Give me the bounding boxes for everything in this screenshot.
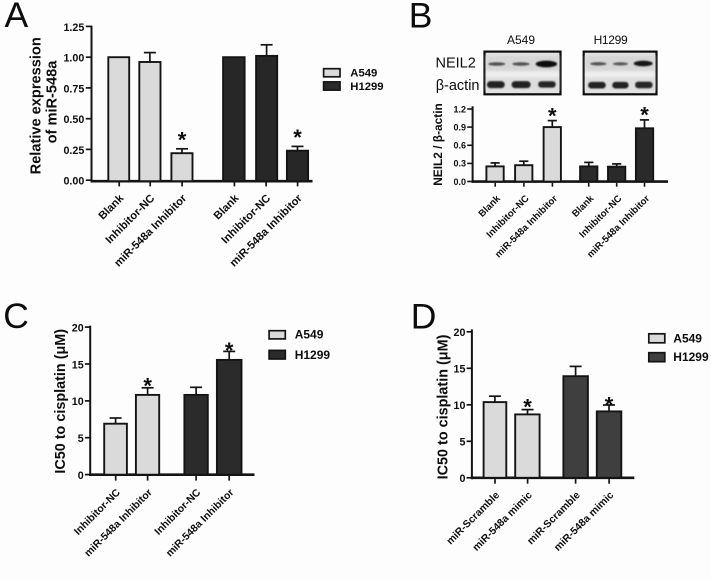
- svg-text:*: *: [178, 127, 187, 152]
- svg-text:A549: A549: [295, 328, 324, 342]
- svg-text:β-actin: β-actin: [436, 78, 480, 94]
- svg-text:H1299: H1299: [350, 81, 383, 93]
- svg-text:0.0: 0.0: [453, 177, 466, 187]
- svg-text:20: 20: [454, 327, 466, 339]
- svg-text:Relative expression: Relative expression: [28, 37, 44, 174]
- svg-text:of miR-548a: of miR-548a: [44, 60, 60, 144]
- svg-text:IC50 to cisplatin (μM): IC50 to cisplatin (μM): [53, 329, 69, 474]
- svg-text:10: 10: [454, 400, 466, 412]
- svg-text:5: 5: [459, 437, 465, 449]
- svg-text:H1299: H1299: [673, 350, 709, 364]
- svg-text:B: B: [409, 0, 433, 35]
- svg-text:10: 10: [72, 396, 84, 408]
- svg-text:1.00: 1.00: [63, 53, 84, 65]
- svg-text:*: *: [605, 393, 614, 418]
- svg-text:0: 0: [459, 473, 465, 485]
- svg-text:0.50: 0.50: [63, 114, 84, 126]
- svg-text:*: *: [293, 125, 302, 150]
- svg-text:*: *: [143, 373, 152, 398]
- svg-text:20: 20: [72, 323, 84, 335]
- svg-text:NEIL2: NEIL2: [435, 55, 475, 71]
- svg-text:D: D: [411, 296, 437, 336]
- svg-text:5: 5: [78, 433, 84, 445]
- svg-text:1.2: 1.2: [453, 104, 466, 114]
- svg-text:15: 15: [72, 359, 84, 371]
- svg-text:0.3: 0.3: [453, 159, 466, 169]
- svg-text:1.25: 1.25: [63, 22, 84, 34]
- svg-text:A549: A549: [673, 331, 702, 345]
- svg-text:15: 15: [454, 364, 466, 376]
- svg-text:H1299: H1299: [594, 33, 628, 47]
- svg-text:NEIL2 / β-actin: NEIL2 / β-actin: [431, 103, 445, 186]
- svg-text:H1299: H1299: [295, 348, 331, 362]
- svg-text:0.25: 0.25: [63, 145, 84, 157]
- svg-text:A549: A549: [350, 68, 377, 80]
- svg-text:A: A: [5, 0, 29, 35]
- svg-text:C: C: [3, 296, 29, 336]
- svg-text:0.00: 0.00: [63, 176, 84, 188]
- svg-text:*: *: [523, 395, 532, 420]
- svg-text:IC50 to cisplatin (μM): IC50 to cisplatin (μM): [435, 334, 451, 479]
- svg-text:0: 0: [78, 470, 84, 482]
- svg-text:0.75: 0.75: [63, 83, 84, 95]
- svg-text:0.9: 0.9: [453, 122, 466, 132]
- svg-text:*: *: [548, 104, 557, 129]
- svg-text:A549: A549: [507, 33, 535, 47]
- svg-text:*: *: [640, 103, 649, 128]
- svg-text:0.6: 0.6: [453, 141, 466, 151]
- svg-text:*: *: [225, 338, 234, 363]
